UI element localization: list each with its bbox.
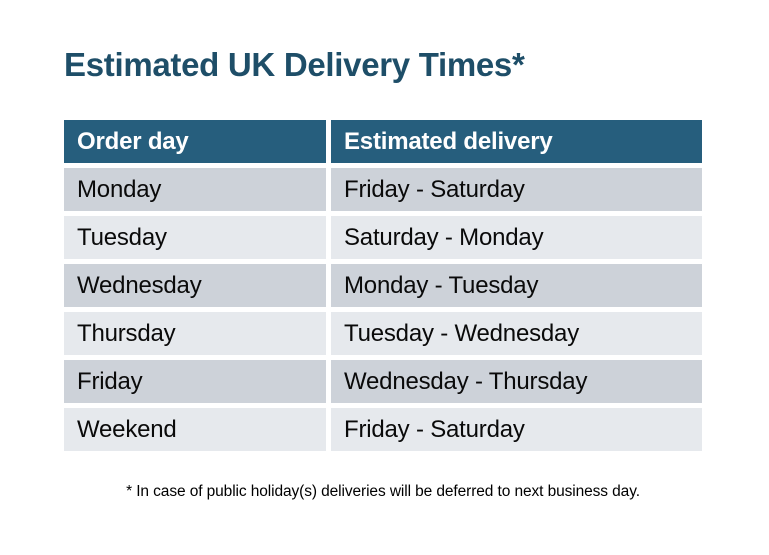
cell-estimated-delivery: Monday - Tuesday: [331, 264, 702, 307]
cell-order-day: Weekend: [64, 408, 326, 451]
cell-order-day: Tuesday: [64, 216, 326, 259]
cell-order-day: Thursday: [64, 312, 326, 355]
cell-estimated-delivery: Friday - Saturday: [331, 408, 702, 451]
delivery-times-table: Order day Estimated delivery Monday Frid…: [64, 120, 702, 451]
page-title: Estimated UK Delivery Times*: [64, 46, 525, 83]
column-header-estimated-delivery: Estimated delivery: [331, 120, 702, 163]
cell-estimated-delivery: Wednesday - Thursday: [331, 360, 702, 403]
cell-estimated-delivery: Friday - Saturday: [331, 168, 702, 211]
column-header-order-day: Order day: [64, 120, 326, 163]
cell-estimated-delivery: Saturday - Monday: [331, 216, 702, 259]
footnote: * In case of public holiday(s) deliverie…: [126, 483, 640, 500]
cell-estimated-delivery: Tuesday - Wednesday: [331, 312, 702, 355]
cell-order-day: Monday: [64, 168, 326, 211]
cell-order-day: Wednesday: [64, 264, 326, 307]
cell-order-day: Friday: [64, 360, 326, 403]
